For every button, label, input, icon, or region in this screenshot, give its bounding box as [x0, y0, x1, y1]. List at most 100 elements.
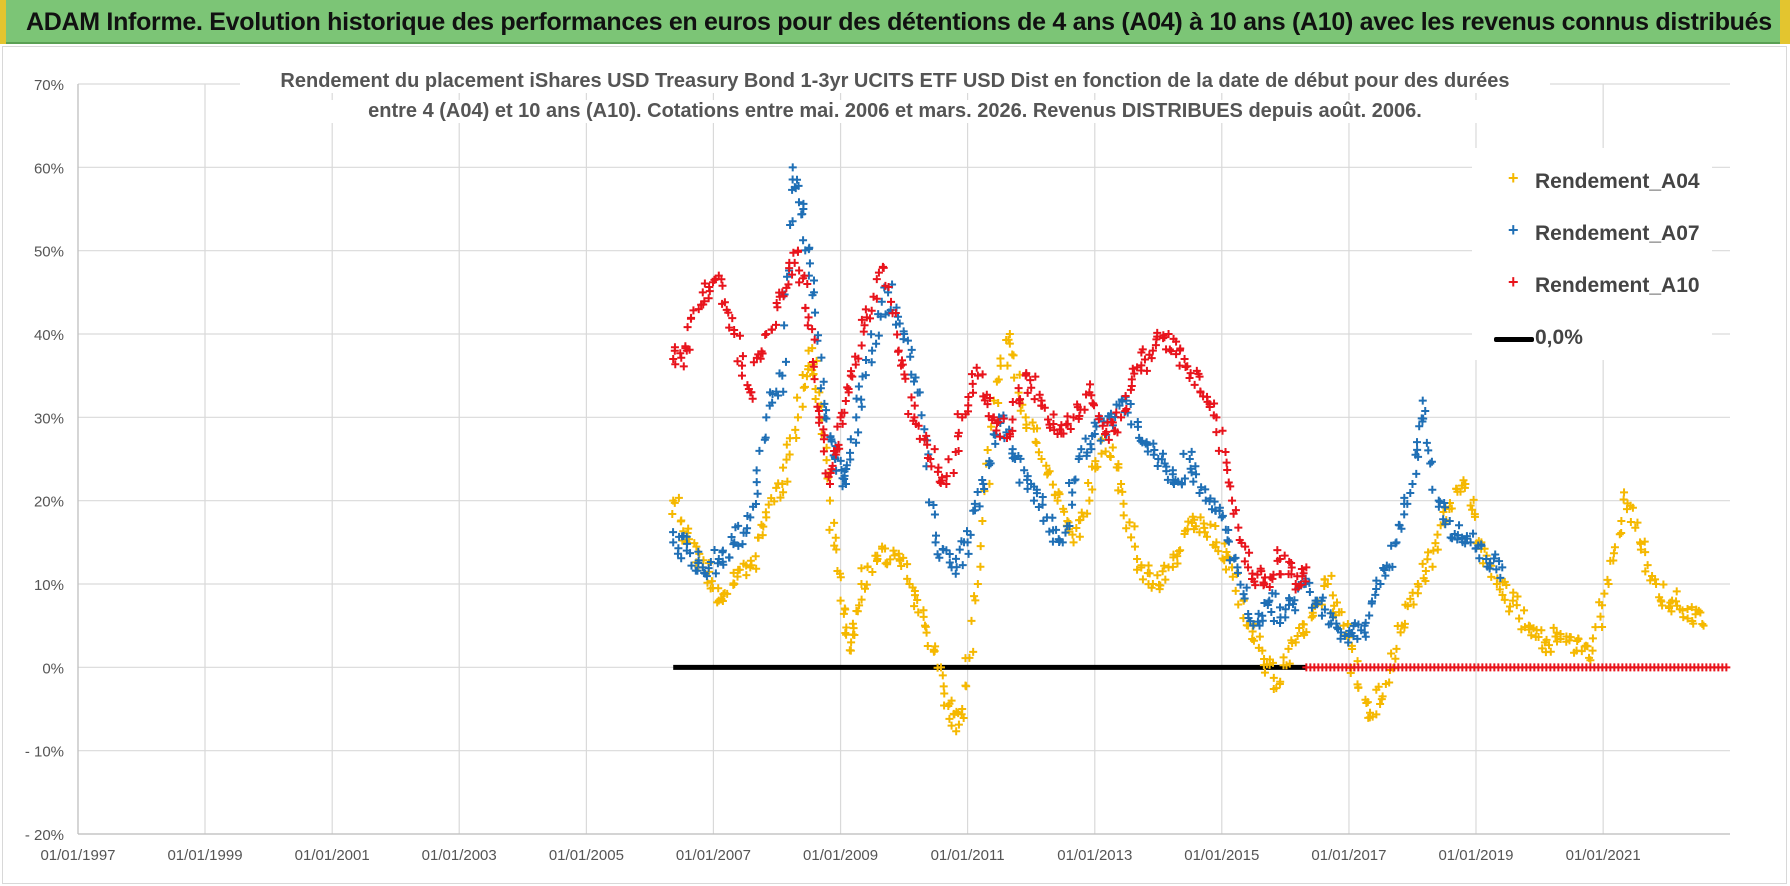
x-tick-label: 01/01/2005 — [549, 847, 624, 864]
point-rendement-a07 — [1015, 478, 1024, 487]
point-rendement-a10 — [1160, 333, 1169, 342]
point-rendement-a07 — [778, 371, 787, 380]
point-rendement-a04 — [1343, 619, 1352, 628]
point-rendement-a04 — [1028, 418, 1037, 427]
point-rendement-a04 — [1699, 621, 1708, 630]
point-rendement-a07 — [846, 455, 855, 464]
point-rendement-a04 — [1376, 699, 1385, 708]
point-rendement-a04 — [996, 361, 1005, 370]
point-rendement-a10 — [967, 370, 976, 379]
point-rendement-a07 — [876, 312, 885, 321]
point-rendement-a10 — [999, 414, 1008, 423]
point-rendement-a07 — [706, 557, 715, 566]
point-rendement-a07 — [673, 549, 682, 558]
point-rendement-a07 — [1061, 528, 1070, 537]
point-rendement-a10 — [857, 341, 866, 350]
point-rendement-a10 — [681, 342, 690, 351]
point-rendement-a04 — [1075, 532, 1084, 541]
point-rendement-a04 — [1206, 520, 1215, 529]
point-rendement-a07 — [1361, 632, 1370, 641]
point-rendement-a10 — [772, 320, 781, 329]
point-rendement-a07 — [1469, 529, 1478, 538]
point-rendement-a07 — [899, 327, 908, 336]
point-rendement-a04 — [1279, 653, 1288, 662]
point-rendement-a04 — [802, 372, 811, 381]
point-rendement-a04 — [714, 584, 723, 593]
point-rendement-a07 — [1081, 434, 1090, 443]
point-rendement-a04 — [842, 623, 851, 632]
point-rendement-a04 — [1641, 548, 1650, 557]
point-rendement-a07 — [682, 532, 691, 541]
point-rendement-a10 — [881, 281, 890, 290]
point-rendement-a07 — [1412, 469, 1421, 478]
point-rendement-a10 — [1016, 395, 1025, 404]
y-tick-label: 0% — [42, 660, 64, 677]
point-rendement-a10 — [1035, 390, 1044, 399]
point-rendement-a04 — [1161, 575, 1170, 584]
point-rendement-a04 — [1122, 524, 1131, 533]
point-rendement-a07 — [1453, 535, 1462, 544]
point-rendement-a10 — [1257, 567, 1266, 576]
point-rendement-a07 — [1087, 445, 1096, 454]
point-rendement-a07 — [1065, 522, 1074, 531]
point-rendement-a07 — [874, 331, 883, 340]
y-tick-label: 30% — [34, 410, 64, 427]
point-rendement-a07 — [1498, 563, 1507, 572]
point-rendement-a07 — [805, 259, 814, 268]
point-rendement-a07 — [1029, 496, 1038, 505]
point-rendement-a07 — [779, 387, 788, 396]
point-rendement-a07 — [1163, 475, 1172, 484]
point-rendement-a04 — [1032, 439, 1041, 448]
point-rendement-a04 — [1502, 580, 1511, 589]
point-rendement-a07 — [1195, 489, 1204, 498]
point-rendement-a07 — [1372, 576, 1381, 585]
point-rendement-a10 — [1080, 405, 1089, 414]
point-rendement-a10 — [1142, 366, 1151, 375]
point-rendement-a04 — [1387, 649, 1396, 658]
point-rendement-a04 — [1406, 594, 1415, 603]
point-rendement-a10 — [843, 383, 852, 392]
point-rendement-a10 — [1275, 555, 1284, 563]
point-rendement-a07 — [1185, 455, 1194, 463]
banner-accent-right — [1780, 0, 1790, 44]
point-rendement-a07 — [1265, 596, 1274, 605]
point-rendement-a04 — [1276, 677, 1285, 686]
point-rendement-a04 — [890, 551, 899, 560]
point-rendement-a10 — [973, 371, 982, 380]
point-rendement-a04 — [836, 573, 845, 582]
point-rendement-a07 — [1317, 596, 1326, 605]
point-rendement-a04 — [1600, 589, 1609, 598]
point-rendement-a10 — [1137, 361, 1146, 370]
point-rendement-a07 — [814, 331, 823, 340]
point-rendement-a04 — [764, 500, 773, 509]
point-rendement-a04 — [779, 488, 788, 497]
point-rendement-a04 — [931, 642, 940, 651]
point-rendement-a10 — [867, 306, 876, 315]
point-rendement-a07 — [1281, 605, 1290, 614]
point-rendement-a10 — [1172, 337, 1181, 346]
point-rendement-a04 — [1309, 611, 1318, 620]
point-rendement-a04 — [1610, 543, 1619, 552]
point-rendement-a07 — [704, 564, 713, 573]
point-rendement-a10 — [1240, 557, 1249, 566]
point-rendement-a10 — [1138, 345, 1147, 354]
point-rendement-a04 — [848, 619, 857, 628]
point-rendement-a10 — [831, 450, 840, 459]
point-rendement-a04 — [1048, 480, 1057, 489]
point-rendement-a07 — [730, 538, 739, 547]
point-rendement-a07 — [903, 336, 912, 345]
point-rendement-a04 — [1249, 636, 1258, 645]
point-rendement-a10 — [1127, 375, 1136, 384]
point-rendement-a10 — [819, 447, 828, 456]
point-rendement-a07 — [1281, 613, 1290, 622]
point-rendement-a10 — [761, 330, 770, 339]
point-rendement-a07 — [1045, 527, 1054, 536]
point-rendement-a10 — [738, 361, 747, 370]
point-rendement-a07 — [1403, 499, 1412, 508]
point-rendement-a07 — [727, 532, 736, 541]
point-rendement-a04 — [1084, 478, 1093, 487]
point-rendement-a04 — [862, 580, 871, 589]
point-rendement-a04 — [1291, 638, 1300, 647]
point-rendement-a07 — [781, 357, 790, 366]
point-rendement-a10 — [1228, 496, 1237, 505]
